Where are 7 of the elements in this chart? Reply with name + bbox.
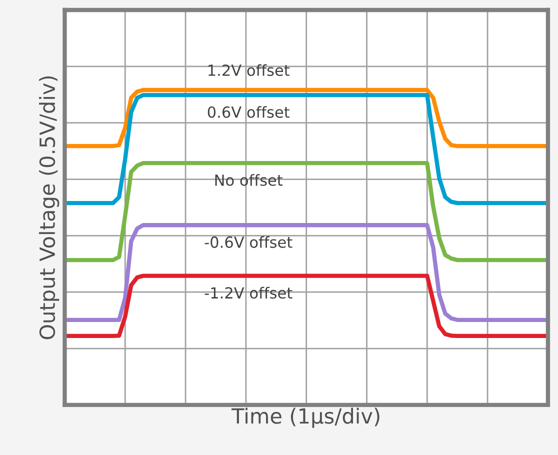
series-label: -0.6V offset [204, 236, 292, 248]
series-label: -1.2V offset [204, 286, 292, 299]
series-label: 1.2V offset [208, 64, 290, 76]
x-axis-title: Time (1µs/div) [231, 408, 380, 428]
series-label: No offset [215, 174, 283, 186]
series-label: 0.6V offset [208, 106, 290, 118]
y-axis-title: Output Voltage (0.5V/div) [39, 76, 60, 340]
